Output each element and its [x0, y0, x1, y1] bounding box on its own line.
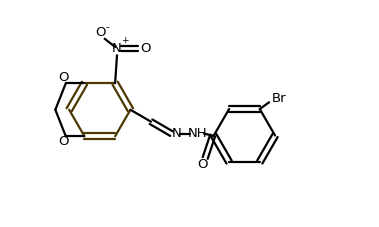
Text: N: N [172, 127, 181, 140]
Text: -: - [105, 22, 109, 32]
Text: NH: NH [188, 127, 208, 140]
Text: +: + [121, 37, 128, 45]
Text: O: O [59, 136, 69, 148]
Text: Br: Br [272, 92, 287, 105]
Text: O: O [96, 26, 106, 39]
Text: N: N [112, 42, 122, 55]
Text: O: O [141, 42, 151, 55]
Text: O: O [59, 71, 69, 84]
Text: O: O [197, 158, 207, 171]
